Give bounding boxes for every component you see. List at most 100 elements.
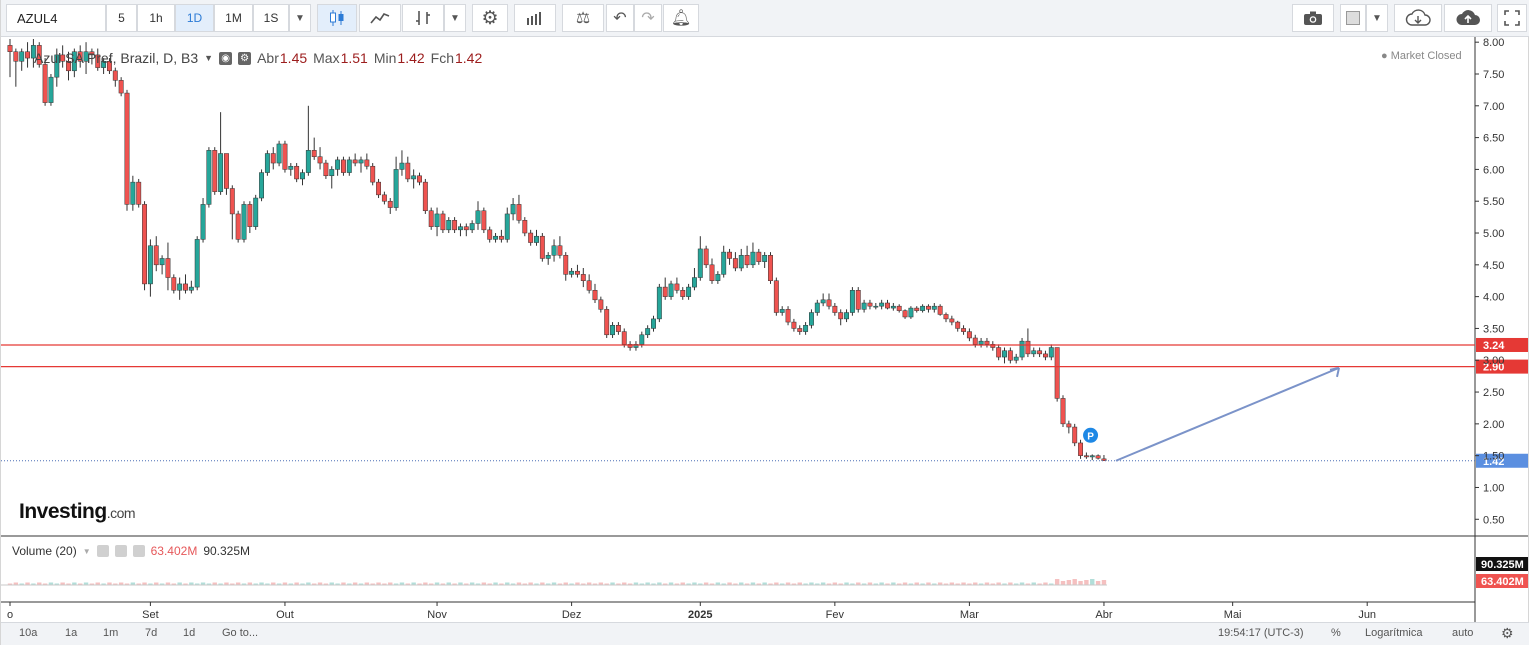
screenshot-button[interactable] — [1292, 4, 1334, 32]
candle-body — [458, 226, 463, 231]
volume-bar — [1031, 582, 1036, 585]
symbol-search-input[interactable]: AZUL4 — [6, 4, 106, 32]
line-style-button[interactable] — [359, 4, 401, 32]
volume-bar — [932, 583, 937, 585]
eye-icon[interactable] — [96, 545, 109, 557]
interval-1s-button[interactable]: 1S — [253, 4, 289, 32]
volume-bar — [399, 582, 405, 585]
goto-date-button[interactable]: Go to... — [222, 627, 259, 639]
x-tick-label: Dez — [562, 609, 582, 621]
candle-body — [539, 235, 545, 259]
volume-bar — [861, 583, 867, 585]
compare-button[interactable]: ⚖ — [562, 4, 604, 32]
candle-body — [563, 255, 569, 275]
range-7d-button[interactable]: 7d — [145, 627, 158, 639]
volume-bar — [148, 583, 153, 585]
fullscreen-icon — [1504, 10, 1520, 26]
save-chart-button[interactable] — [1444, 4, 1492, 32]
volume-bar — [1066, 580, 1072, 585]
candle-body — [124, 92, 130, 205]
volume-value-1: 63.402M — [150, 544, 198, 558]
candle-body — [463, 226, 469, 231]
x-tick-label: Nov — [427, 609, 447, 621]
auto-scale-toggle[interactable]: auto — [1452, 627, 1474, 639]
volume-bar — [1090, 579, 1095, 585]
candle-body — [861, 302, 867, 310]
logo-brand: Investing — [19, 500, 107, 523]
volume-bar — [727, 582, 732, 585]
price-chart[interactable]: 3.24 2.90 1.42 90.325M 63.402M P 8.00 7.50 7.00… — [1, 37, 1528, 622]
volume-bar — [867, 582, 873, 585]
interval-dropdown-button[interactable]: ▼ — [289, 4, 311, 32]
undo-button[interactable]: ↶ — [606, 4, 634, 32]
chart-style-dropdown-button[interactable]: ▼ — [444, 4, 466, 32]
volume-bar — [1025, 583, 1031, 585]
volume-bar — [768, 583, 773, 585]
x-tick-label: o — [7, 609, 13, 621]
volume-bar — [920, 583, 925, 585]
fullscreen-button[interactable] — [1497, 4, 1527, 32]
caret-down-icon[interactable]: ▼ — [82, 546, 91, 556]
indicators-button[interactable] — [514, 4, 556, 32]
color-picker-button[interactable] — [1340, 4, 1366, 32]
candle-body — [136, 181, 142, 205]
candle-body — [411, 175, 417, 180]
volume-bar — [382, 583, 387, 585]
caret-down-icon[interactable]: ▼ — [204, 53, 214, 63]
eye-icon[interactable]: ◉ — [219, 51, 233, 65]
volume-bar — [505, 582, 510, 585]
volume-bar — [7, 583, 13, 585]
gear-icon[interactable] — [114, 545, 127, 557]
volume-bar — [241, 583, 247, 585]
open-label: Abr — [257, 50, 279, 66]
percent-scale-toggle[interactable]: % — [1331, 627, 1341, 639]
volume-tag-1 — [1476, 557, 1528, 571]
gear-icon[interactable]: ⚙ — [1501, 625, 1514, 641]
candle-body — [376, 181, 382, 196]
interval-1s-label: 1S — [263, 11, 279, 25]
range-1y-button[interactable]: 1a — [65, 627, 78, 639]
range-1d-button[interactable]: 1d — [183, 627, 196, 639]
volume-bar — [674, 583, 680, 585]
candle-body — [1048, 347, 1054, 358]
volume-bar — [510, 583, 516, 585]
candle-body — [276, 143, 282, 164]
level-price-label: 3.24 — [1483, 340, 1505, 352]
interval-1d-button[interactable]: 1D — [175, 4, 214, 32]
volume-bar — [791, 583, 797, 585]
candle-body — [101, 61, 107, 68]
clock-timezone[interactable]: 19:54:17 (UTC-3) — [1218, 627, 1304, 639]
volume-bar — [955, 583, 960, 585]
volume-bar — [417, 583, 422, 585]
log-scale-toggle[interactable]: Logarítmica — [1365, 627, 1423, 639]
candle-body — [218, 153, 224, 192]
redo-button[interactable]: ↷ — [634, 4, 662, 32]
candle-body — [142, 204, 148, 285]
volume-bar — [358, 583, 364, 585]
volume-bar — [276, 583, 282, 585]
candle-body — [341, 159, 346, 173]
settings-button[interactable]: ⚙ — [472, 4, 508, 32]
candles-style-button[interactable] — [317, 4, 357, 32]
alert-button[interactable]: 🔔︎ — [663, 4, 699, 32]
gear-icon[interactable]: ⚙ — [238, 51, 252, 65]
candle-body — [7, 45, 13, 52]
range-1m-button[interactable]: 1m — [103, 627, 119, 639]
candle-body — [703, 248, 709, 266]
candle-body — [235, 213, 241, 240]
volume-bar — [937, 582, 943, 585]
load-chart-button[interactable] — [1394, 4, 1442, 32]
volume-bar — [528, 582, 533, 585]
interval-1m-button[interactable]: 1M — [214, 4, 253, 32]
range-10y-button[interactable]: 10a — [19, 627, 38, 639]
candle-body — [809, 312, 814, 326]
volume-bar — [200, 582, 206, 585]
candle-body — [317, 156, 323, 164]
interval-5-button[interactable]: 5 — [106, 4, 137, 32]
interval-1h-button[interactable]: 1h — [137, 4, 175, 32]
symbol-title: Azul SA Pref, Brazil, D, B3 — [34, 50, 199, 66]
color-dropdown-button[interactable]: ▼ — [1366, 4, 1388, 32]
x-tick-label: Fev — [826, 609, 845, 621]
close-icon[interactable] — [132, 545, 145, 557]
bars-style-button[interactable] — [402, 4, 444, 32]
